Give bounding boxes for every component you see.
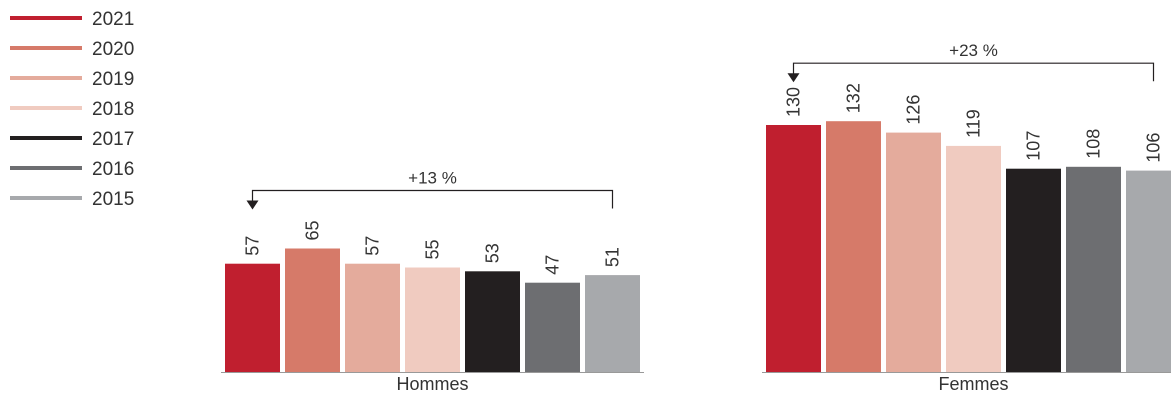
category-axis: Hommes Femmes: [221, 372, 1171, 393]
bar-hommes-2016: [525, 282, 580, 372]
value-label-hommes-2018: 55: [423, 239, 443, 259]
growth-bracket-femmes: [792, 62, 1155, 82]
bar-femmes-2018: [946, 145, 1001, 372]
legend-label-2016: 2016: [92, 159, 134, 180]
legend-label-2021: 2021: [92, 9, 134, 30]
bar-femmes-2021: [766, 125, 821, 372]
bar-hommes-2018: [405, 267, 460, 372]
value-label-femmes-2018: 119: [964, 109, 984, 138]
value-label-hommes-2019: 57: [363, 236, 383, 256]
value-label-hommes-2020: 65: [303, 220, 323, 240]
value-label-hommes-2015: 51: [603, 247, 623, 267]
value-label-femmes-2016: 108: [1084, 129, 1104, 159]
value-label-femmes-2019: 126: [904, 95, 924, 125]
growth-label-femmes: +23 %: [949, 41, 998, 60]
bar-femmes-2017: [1006, 168, 1061, 372]
growth-label-hommes: +13 %: [408, 169, 457, 188]
growth-annotations: +13 % +23 %: [246, 41, 1155, 210]
value-label-hommes-2017: 53: [483, 243, 503, 263]
value-label-femmes-2021: 130: [784, 87, 804, 117]
value-label-femmes-2017: 107: [1024, 131, 1044, 161]
bar-hommes-2019: [345, 263, 400, 372]
value-label-hommes-2021: 57: [243, 236, 263, 256]
value-label-femmes-2015: 106: [1144, 133, 1164, 163]
bars: 57 65 57 55 53 47 51 130 132 126 119 107 108 106: [225, 83, 1171, 372]
growth-arrow-hommes: [246, 200, 259, 210]
category-label-hommes: Hommes: [396, 374, 468, 393]
growth-bracket-hommes: [251, 189, 614, 209]
value-label-femmes-2020: 132: [844, 83, 864, 113]
legend-label-2019: 2019: [92, 69, 134, 90]
bar-femmes-2016: [1066, 166, 1121, 372]
category-label-femmes: Femmes: [938, 374, 1008, 393]
bar-femmes-2019: [886, 132, 941, 372]
bar-hommes-2017: [465, 271, 520, 372]
value-label-hommes-2016: 47: [543, 255, 563, 275]
bar-hommes-2015: [585, 275, 640, 372]
bar-femmes-2015: [1126, 170, 1171, 372]
legend-label-2017: 2017: [92, 129, 134, 150]
bar-femmes-2020: [826, 121, 881, 372]
legend-label-2015: 2015: [92, 189, 134, 210]
bar-hommes-2020: [285, 248, 340, 372]
legend: 2021 2020 2019 2018 2017 2016 2015: [10, 9, 134, 210]
bar-hommes-2021: [225, 263, 280, 372]
legend-label-2020: 2020: [92, 39, 134, 60]
legend-label-2018: 2018: [92, 99, 134, 120]
growth-arrow-femmes: [787, 73, 800, 83]
